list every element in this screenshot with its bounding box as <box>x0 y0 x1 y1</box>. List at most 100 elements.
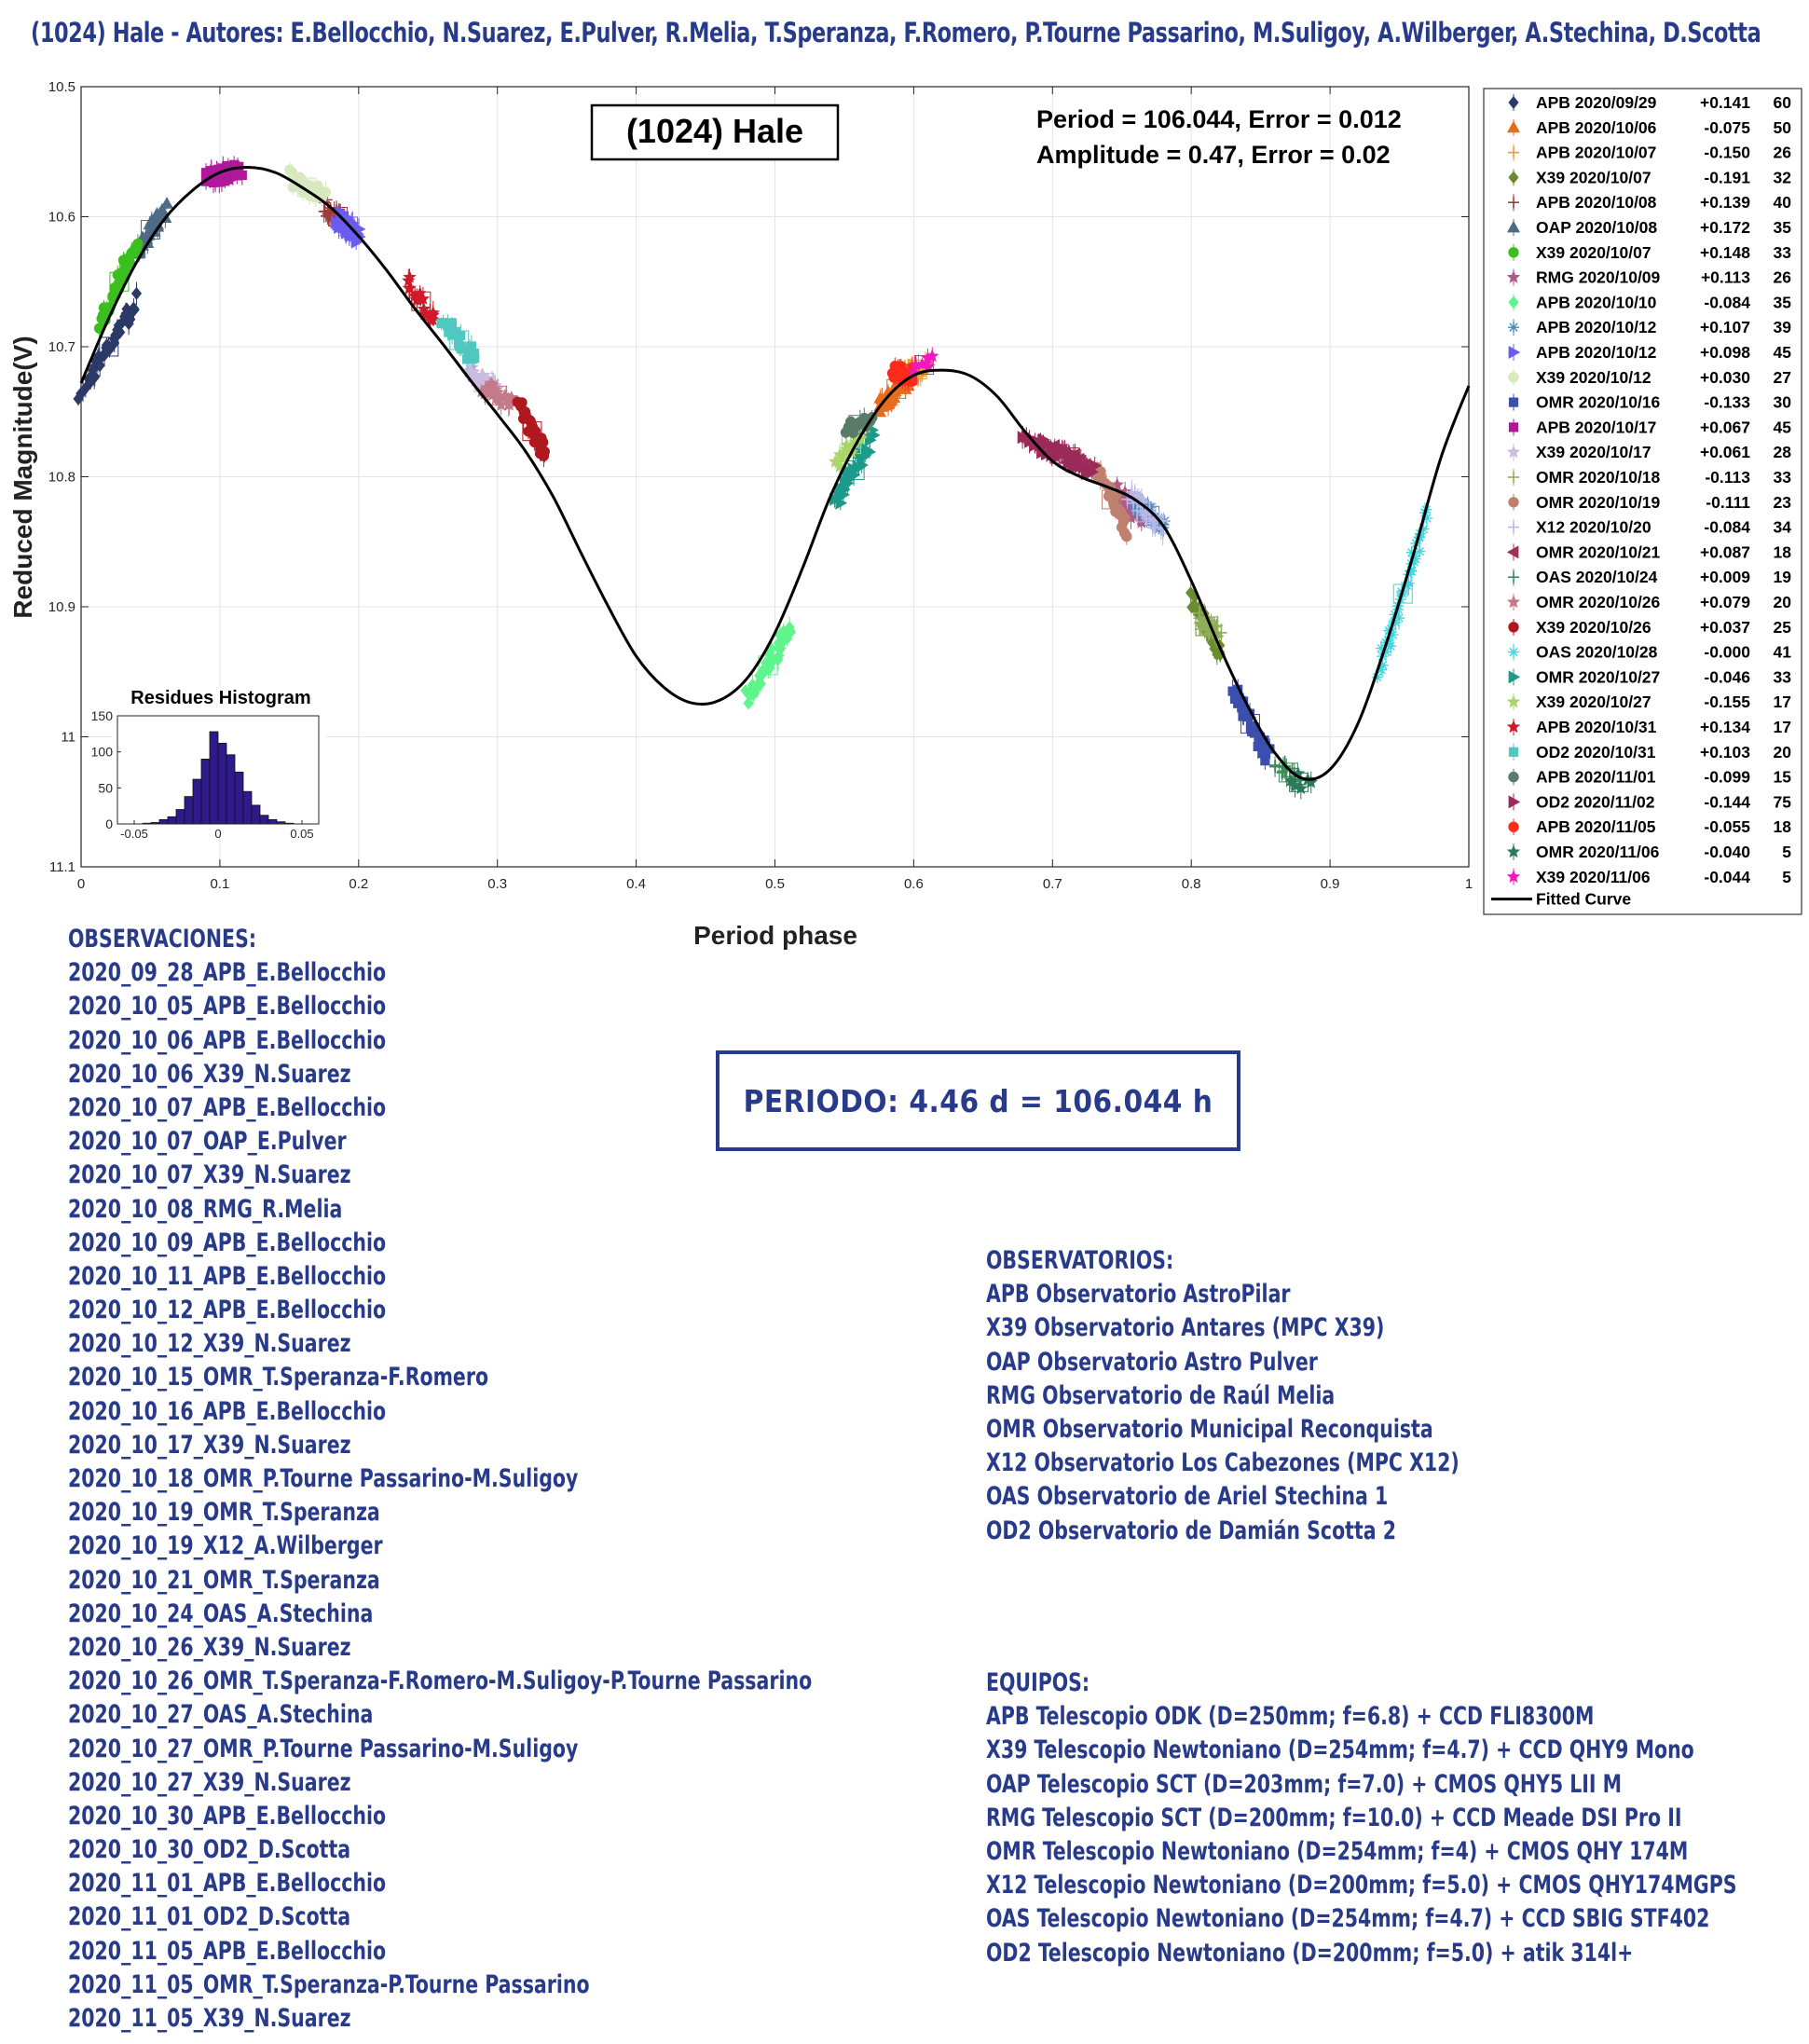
series-27 <box>436 313 480 370</box>
series-1 <box>73 281 143 406</box>
legend-marker <box>1508 497 1519 508</box>
legend-label: APB 2020/10/07 <box>1536 144 1656 162</box>
chart-title-box: (1024) Hale <box>590 103 840 161</box>
equipment-item: RMG Telescopio SCT (D=200mm; f=10.0) + C… <box>986 1803 1682 1832</box>
legend-label: APB 2020/09/29 <box>1536 93 1657 112</box>
legend-entry: RMG 2020/10/09 +0.113 26 <box>1506 268 1791 287</box>
histogram-x-tick-label: -0.05 <box>120 827 148 841</box>
observation-item: 2020_10_30_OD2_D.Scotta <box>68 1835 351 1865</box>
legend-shift: +0.087 <box>1700 542 1750 561</box>
legend-count: 15 <box>1774 768 1792 787</box>
legend-entry: OMR 2020/10/16 -0.133 30 <box>1508 393 1791 412</box>
histogram-y-tick-label: 0 <box>105 816 113 831</box>
y-tick-label: 10.6 <box>48 210 75 226</box>
binned-point <box>99 336 119 357</box>
histogram-bar <box>226 754 236 825</box>
legend-entry: APB 2020/11/05 -0.055 18 <box>1508 817 1792 836</box>
observation-item: 2020_11_01_APB_E.Bellocchio <box>68 1869 387 1899</box>
legend-entry: OD2 2020/10/31 +0.103 20 <box>1508 743 1792 761</box>
observation-item: 2020_10_12_APB_E.Bellocchio <box>68 1296 387 1325</box>
binned-point <box>487 385 508 405</box>
observation-item: 2020_10_11_APB_E.Bellocchio <box>68 1261 387 1291</box>
legend-count: 39 <box>1774 318 1792 336</box>
residues-histogram: Residues Histogram -0.05 0 0.05 0 50 100 150 <box>91 687 326 841</box>
data-point <box>1121 530 1132 542</box>
data-point <box>132 238 144 250</box>
legend-label: X39 2020/11/06 <box>1536 868 1651 886</box>
legend-label: OAP 2020/10/08 <box>1536 218 1657 237</box>
legend-count: 26 <box>1774 144 1792 162</box>
series-9 <box>740 616 797 710</box>
observation-item: 2020_11_05_X39_N.Suarez <box>68 2004 351 2033</box>
data-point <box>89 371 100 385</box>
legend-marker <box>1508 521 1519 533</box>
observation-item: 2020_10_05_APB_E.Bellocchio <box>68 992 387 1022</box>
legend-entry: OMR 2020/10/26 +0.079 20 <box>1506 593 1791 611</box>
y-tick-label: 10.8 <box>48 470 75 486</box>
period-annotation: Period = 106.044, Error = 0.012 <box>1036 105 1402 133</box>
x-tick-label: 0.8 <box>1182 876 1201 892</box>
histogram-bar <box>175 809 185 825</box>
x-tick-label: 0.3 <box>487 876 507 892</box>
x-tick-label: 1 <box>1465 876 1473 892</box>
data-point <box>103 343 116 357</box>
x-tick-label: 0 <box>77 876 85 892</box>
data-point <box>755 677 766 691</box>
data-point <box>1149 521 1161 533</box>
legend-label: APB 2020/10/10 <box>1536 293 1657 311</box>
observations-block: OBSERVACIONES: 2020_09_28_APB_E.Bellocch… <box>68 923 953 2036</box>
page-title: (1024) Hale - Autores: E.Bellocchio, N.S… <box>31 17 1761 48</box>
observation-item: 2020_09_28_APB_E.Bellocchio <box>68 958 387 988</box>
legend-count: 33 <box>1774 468 1792 487</box>
binned-point <box>109 271 130 292</box>
histogram-y-tick-label: 100 <box>91 745 114 760</box>
equipment-list: APB Telescopio ODK (D=250mm; f=6.8) + CC… <box>986 1700 1806 1970</box>
data-point <box>416 292 431 305</box>
observation-item: 2020_10_26_OMR_T.Speranza-F.Romero-M.Sul… <box>68 1667 813 1696</box>
legend-count: 20 <box>1774 743 1792 761</box>
legend-shift: -0.133 <box>1704 393 1750 412</box>
data-point <box>160 197 174 209</box>
binned-point <box>914 355 935 376</box>
legend-label: OMR 2020/10/26 <box>1536 593 1661 611</box>
y-tick-label: 10.7 <box>48 339 75 355</box>
legend-label: X39 2020/10/07 <box>1536 243 1651 262</box>
legend-entry: OMR 2020/10/21 +0.087 18 <box>1506 542 1791 561</box>
x-tick-label: 0.4 <box>626 876 646 892</box>
legend-label: OMR 2020/10/27 <box>1536 667 1660 686</box>
binned-point <box>411 291 432 311</box>
legend-count: 18 <box>1774 817 1792 836</box>
observation-item: 2020_10_06_X39_N.Suarez <box>68 1059 351 1089</box>
data-point <box>1294 781 1308 795</box>
observatory-item: APB Observatorio AstroPilar <box>986 1280 1291 1310</box>
legend-entry: X39 2020/10/17 +0.061 28 <box>1506 443 1791 461</box>
legend-shift: -0.040 <box>1704 843 1750 861</box>
observation-item: 2020_10_26_X39_N.Suarez <box>68 1632 351 1662</box>
legend-label: APB 2020/10/12 <box>1536 343 1657 362</box>
period-box: PERIODO: 4.46 d = 106.044 h <box>716 1050 1240 1151</box>
legend-label: APB 2020/10/31 <box>1536 718 1657 736</box>
legend-label: RMG 2020/10/09 <box>1536 268 1661 287</box>
legend-shift: -0.084 <box>1704 518 1750 537</box>
binned-point <box>1199 616 1219 637</box>
legend-entry: X39 2020/10/07 +0.148 33 <box>1508 243 1791 262</box>
x-tick-label: 0.5 <box>765 876 785 892</box>
legend-count: 45 <box>1774 418 1792 436</box>
histogram-x-tick-label: 0 <box>214 827 221 841</box>
legend-entry: APB 2020/10/12 +0.098 45 <box>1508 343 1791 362</box>
legend-count: 17 <box>1774 718 1791 736</box>
legend-count: 40 <box>1774 193 1792 212</box>
x-tick-label: 0.1 <box>210 876 229 892</box>
observation-item: 2020_10_27_OMR_P.Tourne Passarino-M.Suli… <box>68 1734 579 1763</box>
binned-point <box>1136 502 1157 523</box>
legend-marker <box>1508 622 1519 633</box>
legend-entry: OAS 2020/10/28 -0.000 41 <box>1508 643 1791 662</box>
data-point <box>115 325 126 339</box>
data-point <box>539 446 550 458</box>
series-28 <box>840 407 878 440</box>
legend-marker <box>1508 821 1519 832</box>
observation-item: 2020_10_19_X12_A.Wilberger <box>68 1531 383 1561</box>
histogram-y-tick-label: 150 <box>91 708 114 723</box>
legend-shift: -0.046 <box>1704 667 1750 686</box>
legend-marker <box>1508 247 1519 258</box>
